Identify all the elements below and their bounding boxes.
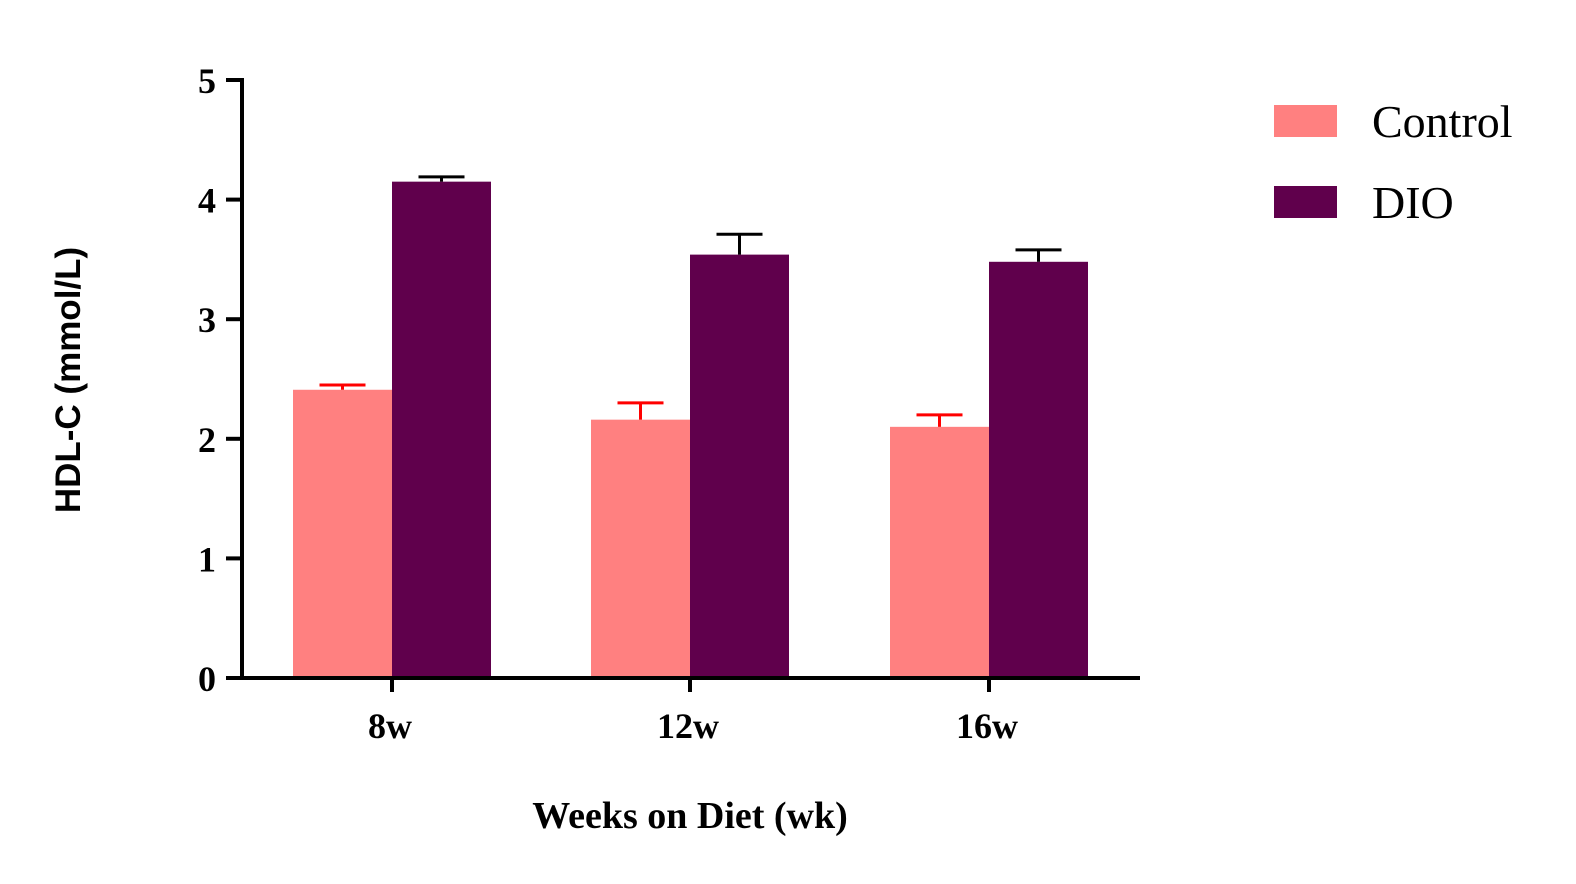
- legend: Control DIO: [1274, 96, 1513, 228]
- x-tick-label-12w: 12w: [657, 706, 719, 746]
- bar-dio-8w: [392, 181, 491, 678]
- bar-control-16w: [890, 426, 989, 678]
- x-axis-label: Weeks on Diet (wk): [532, 795, 848, 837]
- y-axis-label: HDL-C (mmol/L): [49, 247, 88, 513]
- y-tick-label-5: 5: [198, 61, 216, 101]
- legend-swatch-dio: [1274, 186, 1337, 218]
- bar-dio-12w: [690, 254, 789, 678]
- y-ticks: 0 1 2 3 4 5: [198, 61, 242, 699]
- legend-label-dio: DIO: [1372, 177, 1454, 228]
- bar-control-8w: [293, 389, 392, 678]
- y-tick-label-3: 3: [198, 300, 216, 340]
- bar-dio-16w: [989, 261, 1088, 678]
- legend-swatch-control: [1274, 105, 1337, 137]
- bar-control-12w: [591, 419, 690, 678]
- x-tick-label-8w: 8w: [368, 706, 412, 746]
- error-bars-layer: [319, 175, 1062, 427]
- y-tick-label-2: 2: [198, 420, 216, 460]
- x-tick-label-16w: 16w: [956, 706, 1018, 746]
- x-ticks: 8w 12w 16w: [368, 678, 1018, 746]
- y-tick-label-4: 4: [198, 181, 216, 221]
- y-tick-label-1: 1: [198, 539, 216, 579]
- legend-label-control: Control: [1372, 96, 1513, 147]
- bars-layer: [293, 181, 1088, 678]
- y-tick-label-0: 0: [198, 659, 216, 699]
